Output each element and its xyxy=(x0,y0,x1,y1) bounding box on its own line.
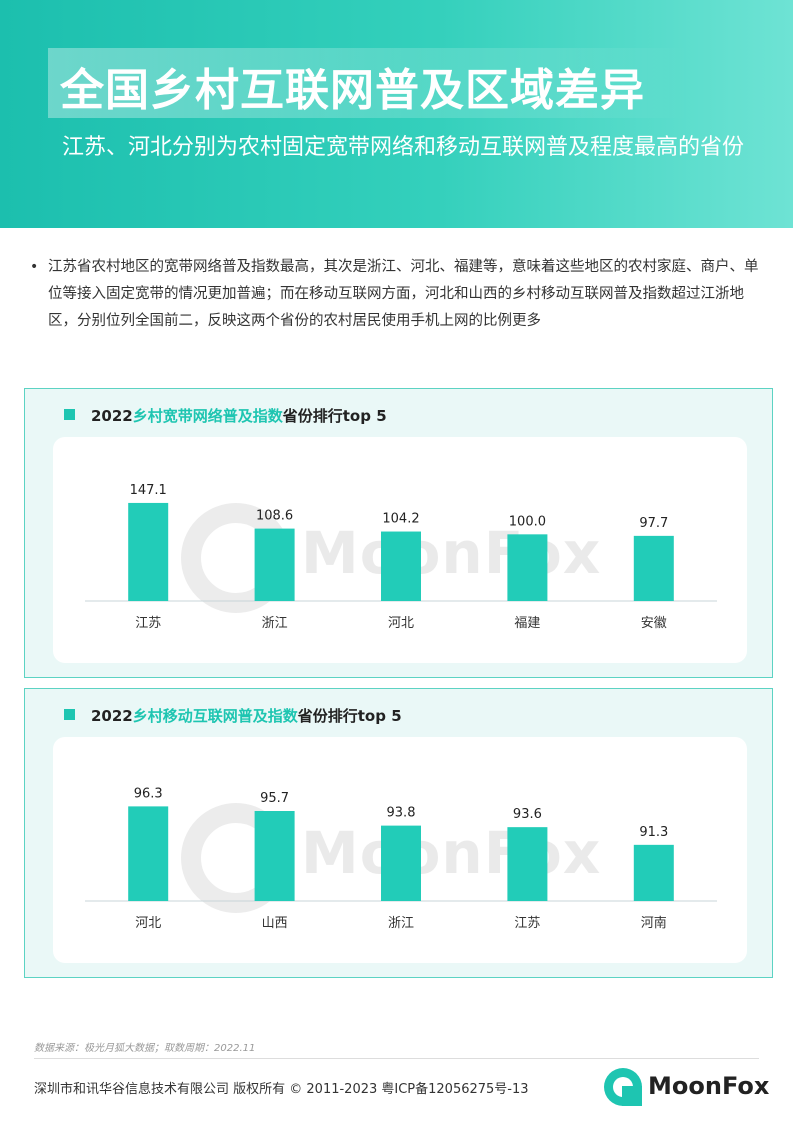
logo-text: MoonFox xyxy=(648,1072,770,1100)
chart-title-highlight: 乡村宽带网络普及指数 xyxy=(132,407,283,425)
chart-title-year: 2022 xyxy=(91,407,133,425)
bar xyxy=(381,825,421,901)
header-banner: 全国乡村互联网普及区域差异 江苏、河北分别为农村固定宽带网络和移动互联网普及程度… xyxy=(0,0,793,228)
category-label: 河北 xyxy=(135,916,161,931)
category-label: 江苏 xyxy=(514,915,540,931)
category-label: 浙江 xyxy=(388,916,414,931)
bar-value-label: 104.2 xyxy=(382,512,419,527)
page-subtitle: 江苏、河北分别为农村固定宽带网络和移动互联网普及程度最高的省份 xyxy=(62,135,745,160)
page-title: 全国乡村互联网普及区域差异 xyxy=(60,65,645,116)
category-label: 江苏 xyxy=(135,615,161,631)
title-highlight-box xyxy=(48,48,688,118)
chart-title: 2022乡村宽带网络普及指数省份排行top 5 xyxy=(91,405,387,426)
chart-card: MoonFox 96.3 河北 95.7 山西 93.8 浙江 93.6 江苏 91.3 河南 xyxy=(53,737,747,963)
bar xyxy=(128,806,169,901)
bullet-marker: • xyxy=(30,259,39,275)
category-label: 河南 xyxy=(641,915,667,931)
chart-title-year: 2022 xyxy=(91,707,133,725)
bar xyxy=(633,844,674,901)
chart-card: MoonFox 147.1 江苏 108.6 浙江 104.2 河北 100.0 福建 97.7… xyxy=(53,437,747,663)
bar xyxy=(254,528,295,601)
bar xyxy=(633,535,674,601)
summary-paragraph: 江苏省农村地区的宽带网络普及指数最高，其次是浙江、河北、福建等，意味着这些地区的… xyxy=(48,259,759,329)
copyright-text: 深圳市和讯华谷信息技术有限公司 版权所有 © 2011-2023 粤ICP备12… xyxy=(34,1082,529,1097)
bar-value-label: 97.7 xyxy=(639,516,668,531)
footer-divider xyxy=(34,1058,759,1059)
bar-chart: 147.1 江苏 108.6 浙江 104.2 河北 100.0 福建 97.7 安徽 xyxy=(85,483,717,631)
bar xyxy=(128,502,169,601)
category-label: 安徽 xyxy=(641,616,667,631)
bar-value-label: 93.8 xyxy=(387,806,416,821)
chart-title: 2022乡村移动互联网普及指数省份排行top 5 xyxy=(91,705,402,726)
moonfox-logo: MoonFox xyxy=(604,1068,769,1108)
bar-value-label: 147.1 xyxy=(130,483,167,498)
bar-value-label: 95.7 xyxy=(260,791,289,806)
bar-value-label: 96.3 xyxy=(134,786,163,801)
mobile-chart-panel: 2022乡村移动互联网普及指数省份排行top 5 MoonFox 96.3 河北 9… xyxy=(24,688,773,978)
watermark-text: MoonFox xyxy=(301,819,602,887)
chart-title-tail: 省份排行top 5 xyxy=(282,407,387,425)
title-square-icon xyxy=(64,409,75,420)
bar xyxy=(254,811,295,901)
category-label: 福建 xyxy=(514,616,540,631)
category-label: 浙江 xyxy=(262,616,288,631)
category-label: 河北 xyxy=(388,616,414,631)
bar-chart: 96.3 河北 95.7 山西 93.8 浙江 93.6 江苏 91.3 河南 xyxy=(85,786,717,931)
bar xyxy=(507,534,548,601)
title-square-icon xyxy=(64,709,75,720)
bar xyxy=(381,531,421,601)
bar-value-label: 93.6 xyxy=(513,807,542,822)
bar-value-label: 100.0 xyxy=(509,514,546,529)
bar-value-label: 108.6 xyxy=(256,509,293,524)
category-label: 山西 xyxy=(262,916,288,931)
broadband-chart-panel: 2022乡村宽带网络普及指数省份排行top 5 MoonFox 147.1 江苏 1… xyxy=(24,388,773,678)
moonfox-logo-icon xyxy=(604,1068,642,1106)
bar-value-label: 91.3 xyxy=(639,825,668,840)
chart-title-highlight: 乡村移动互联网普及指数 xyxy=(132,707,298,725)
bar xyxy=(507,827,548,901)
data-source-note: 数据来源：极光月狐大数据；取数周期：2022.11 xyxy=(34,1043,256,1054)
watermark-text: MoonFox xyxy=(301,519,602,587)
chart-title-tail: 省份排行top 5 xyxy=(297,707,402,725)
